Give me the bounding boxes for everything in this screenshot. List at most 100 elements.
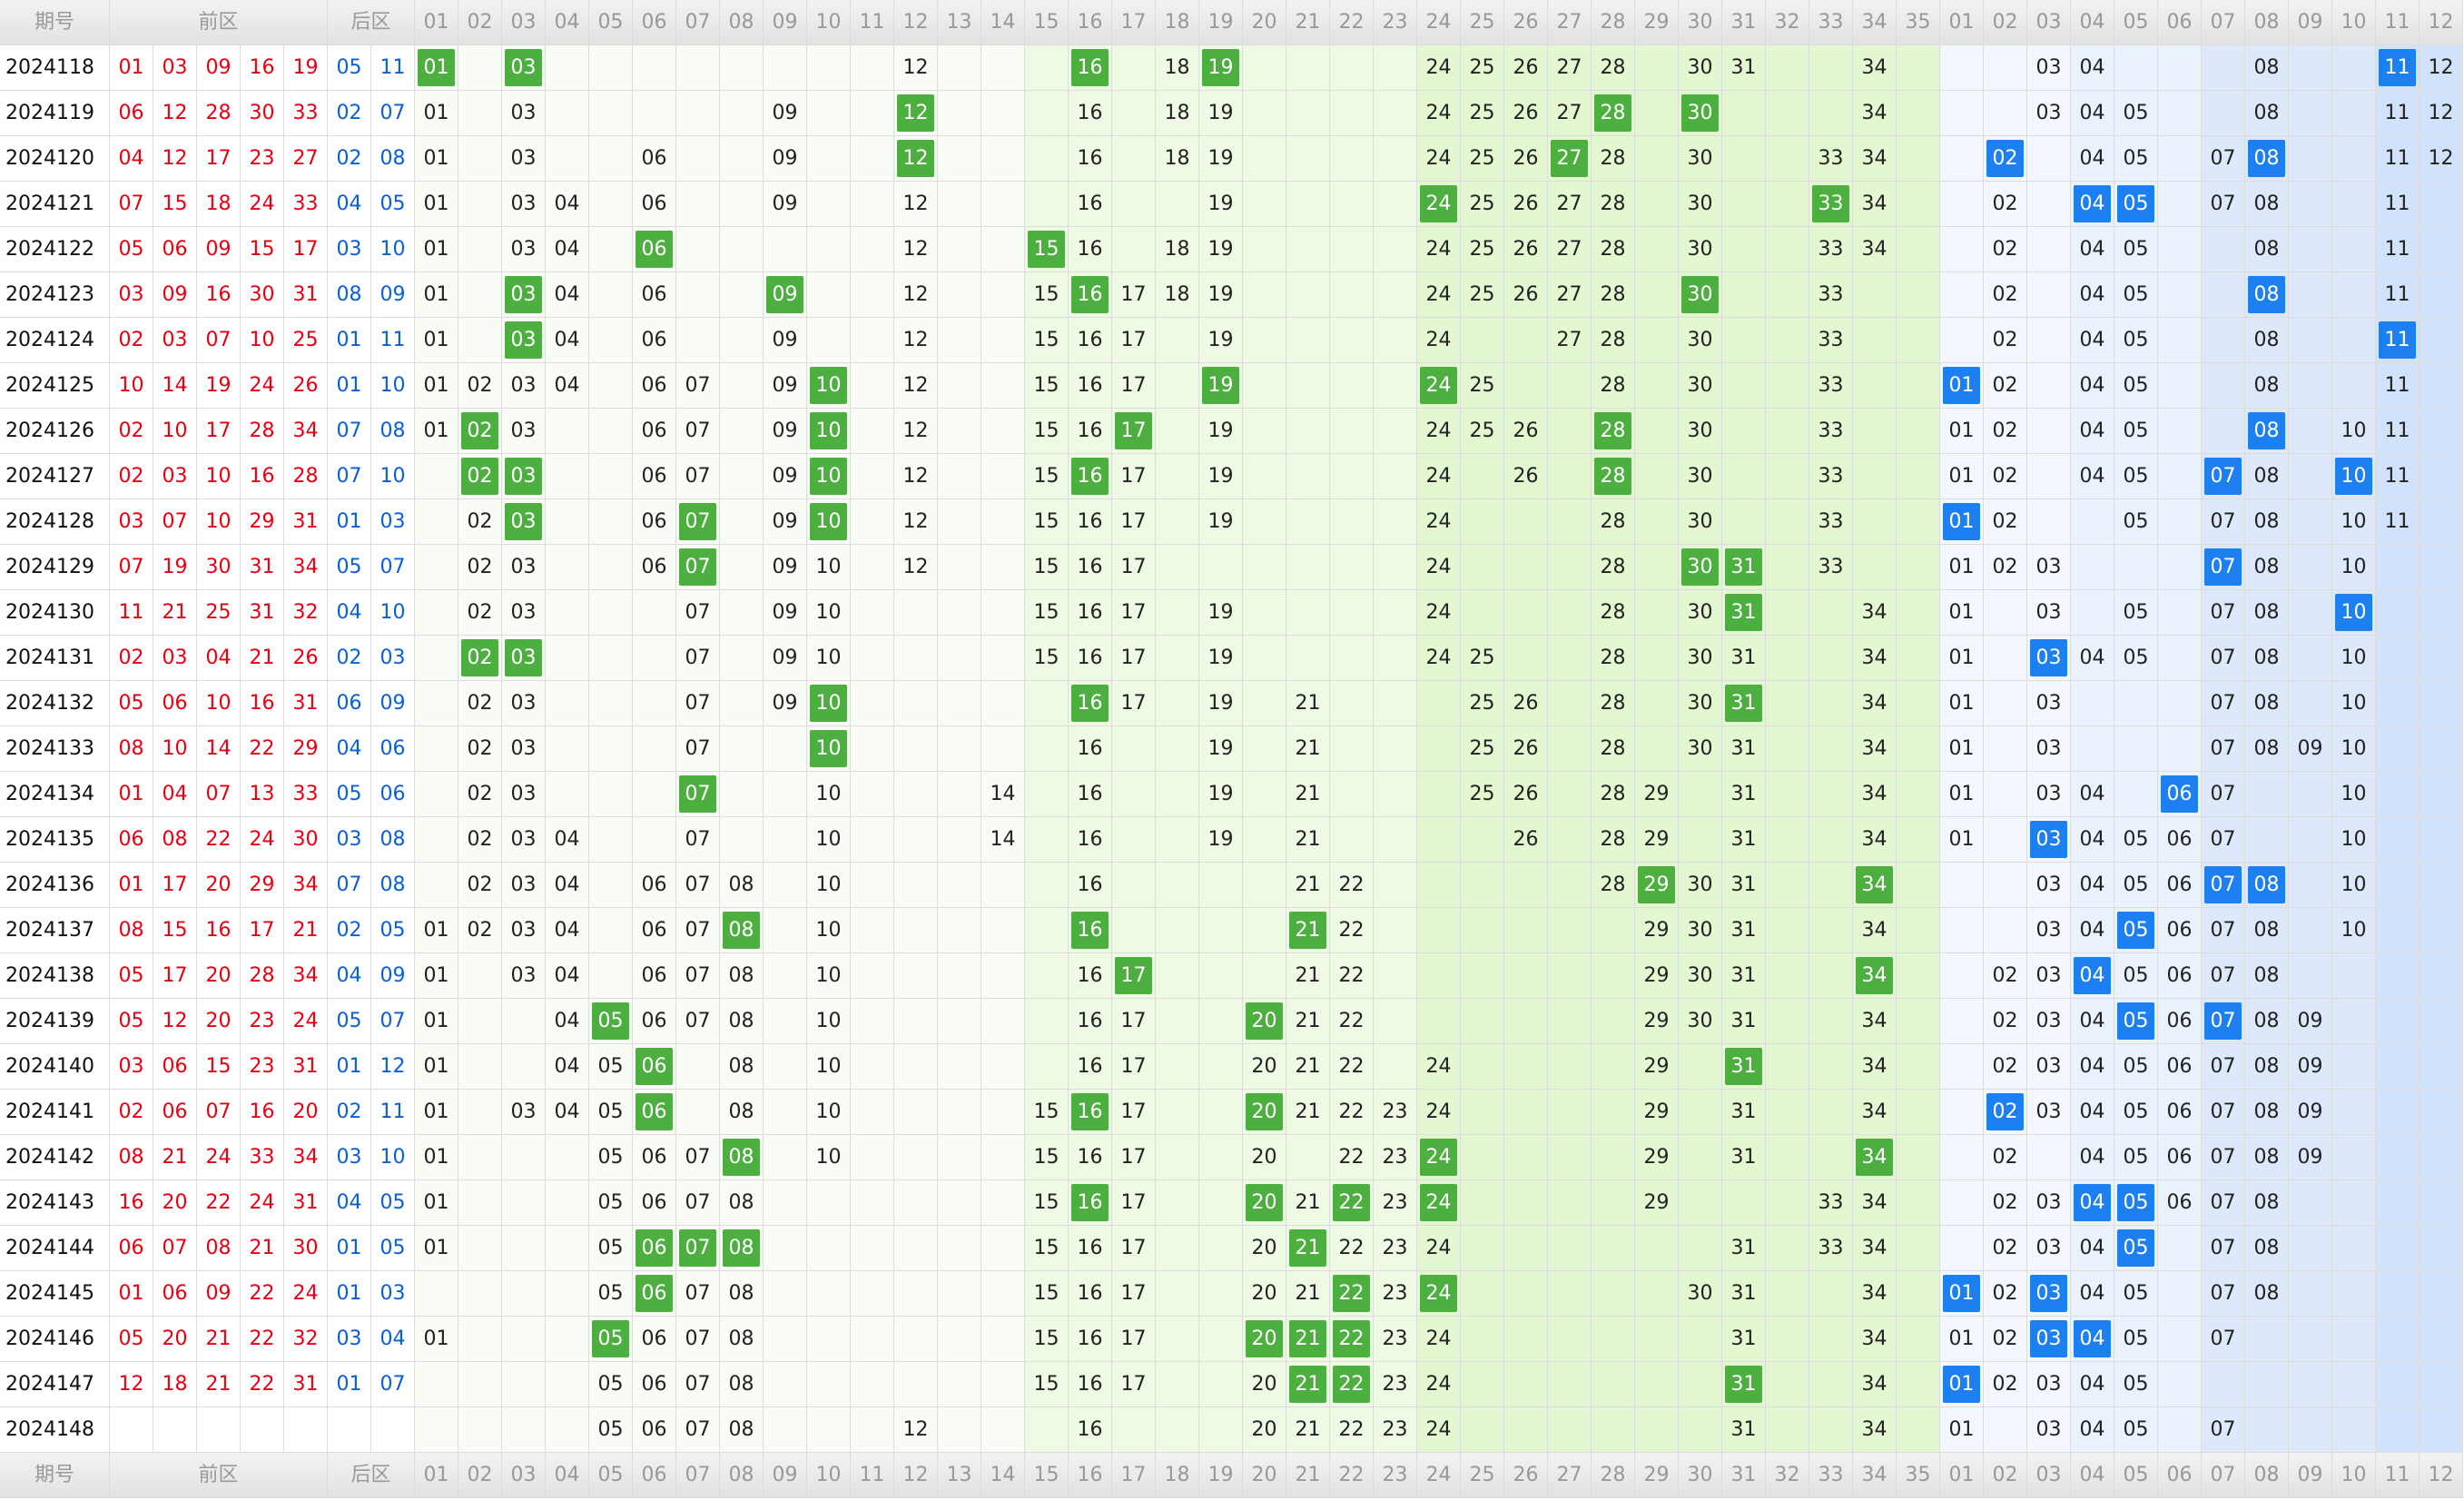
back-cell (2376, 863, 2420, 908)
front-number: 10 (153, 726, 197, 772)
back-cell (2332, 1135, 2376, 1180)
front-cell: 06 (633, 182, 676, 227)
front-cell (807, 1407, 851, 1453)
front-cell (1374, 272, 1417, 318)
front-cell (502, 1226, 546, 1271)
front-cell-hit: 20 (1246, 1002, 1283, 1040)
front-cell (589, 272, 633, 318)
front-cell: 19 (1199, 363, 1243, 409)
back-cell: 03 (2027, 908, 2071, 953)
front-cell-hit: 31 (1725, 1048, 1762, 1085)
front-cell (1722, 499, 1766, 545)
front-cell: 31 (1722, 1090, 1766, 1135)
issue: 2024131 (0, 636, 110, 681)
back-cell: 08 (2245, 1090, 2289, 1135)
front-cell: 04 (546, 182, 589, 227)
front-cell: 34 (1853, 1362, 1897, 1407)
back-cell (2289, 863, 2332, 908)
back-cell: 08 (2245, 1044, 2289, 1090)
back-cell: 04 (2071, 772, 2114, 817)
front-cell (1766, 908, 1809, 953)
front-cell: 31 (1722, 1317, 1766, 1362)
back-cell (2158, 726, 2202, 772)
back-number: 05 (371, 182, 415, 227)
front-cell (981, 318, 1025, 363)
front-cell: 29 (1635, 1135, 1679, 1180)
front-cell (1330, 499, 1374, 545)
front-cell (1809, 1044, 1853, 1090)
header-front-col: 13 (938, 0, 981, 45)
front-cell: 16 (1069, 545, 1112, 590)
front-cell (1504, 1180, 1548, 1226)
back-number: 08 (371, 817, 415, 863)
back-cell (1940, 1226, 1984, 1271)
back-cell (2289, 136, 2332, 182)
footer-front-col: 06 (633, 1453, 676, 1498)
back-cell: 11 (2376, 91, 2420, 136)
front-cell (807, 227, 851, 272)
front-cell: 01 (415, 182, 458, 227)
front-cell (851, 590, 894, 636)
footer-front-col: 22 (1330, 1453, 1374, 1498)
back-cell (2420, 636, 2463, 681)
front-cell (1897, 1407, 1940, 1453)
front-cell: 01 (415, 1135, 458, 1180)
front-cell-hit: 21 (1289, 1229, 1326, 1267)
front-cell (1156, 1271, 1199, 1317)
front-cell-hit: 29 (1638, 866, 1675, 903)
back-cell (1940, 182, 1984, 227)
back-cell-hit: 05 (2117, 1002, 2154, 1040)
front-cell: 16 (1069, 953, 1112, 999)
back-cell: 11 (2376, 136, 2420, 182)
front-cell (458, 45, 502, 91)
back-cell: 08 (2245, 1226, 2289, 1271)
back-cell (2202, 409, 2245, 454)
back-cell (2027, 136, 2071, 182)
back-cell: 04 (2071, 318, 2114, 363)
front-cell: 07 (676, 499, 720, 545)
back-cell (2289, 772, 2332, 817)
issue: 2024127 (0, 454, 110, 499)
front-cell (981, 1180, 1025, 1226)
back-cell: 11 (2376, 409, 2420, 454)
front-cell (1156, 363, 1199, 409)
back-cell: 08 (2245, 45, 2289, 91)
front-cell: 33 (1809, 363, 1853, 409)
back-cell: 04 (2071, 409, 2114, 454)
front-cell-hit: 34 (1856, 957, 1893, 994)
header-front-col: 23 (1374, 0, 1417, 45)
front-number: 10 (241, 318, 284, 363)
front-number (110, 1407, 153, 1453)
back-cell: 10 (2332, 636, 2376, 681)
back-cell: 07 (2202, 999, 2245, 1044)
front-cell: 01 (415, 136, 458, 182)
front-cell: 06 (633, 1317, 676, 1362)
front-cell (1635, 1407, 1679, 1453)
front-cell (1897, 91, 1940, 136)
header-front-col: 28 (1592, 0, 1635, 45)
back-cell: 01 (1940, 454, 1984, 499)
front-cell: 16 (1069, 499, 1112, 545)
front-number: 24 (241, 817, 284, 863)
back-number: 02 (328, 136, 371, 182)
front-cell: 28 (1592, 363, 1635, 409)
front-cell (1156, 1135, 1199, 1180)
back-cell: 07 (2202, 590, 2245, 636)
front-cell (589, 817, 633, 863)
header-front-col: 27 (1548, 0, 1592, 45)
front-cell: 01 (415, 318, 458, 363)
front-cell (1548, 772, 1592, 817)
back-cell: 04 (2071, 636, 2114, 681)
front-cell (1199, 999, 1243, 1044)
front-cell: 10 (807, 363, 851, 409)
front-cell (1374, 681, 1417, 726)
front-cell: 18 (1156, 272, 1199, 318)
back-cell-hit: 07 (2204, 866, 2242, 903)
back-cell (2071, 726, 2114, 772)
front-cell (981, 499, 1025, 545)
front-number: 20 (197, 999, 241, 1044)
front-cell (1112, 45, 1156, 91)
front-number: 33 (284, 772, 328, 817)
front-number: 24 (241, 1180, 284, 1226)
back-cell (2158, 1317, 2202, 1362)
